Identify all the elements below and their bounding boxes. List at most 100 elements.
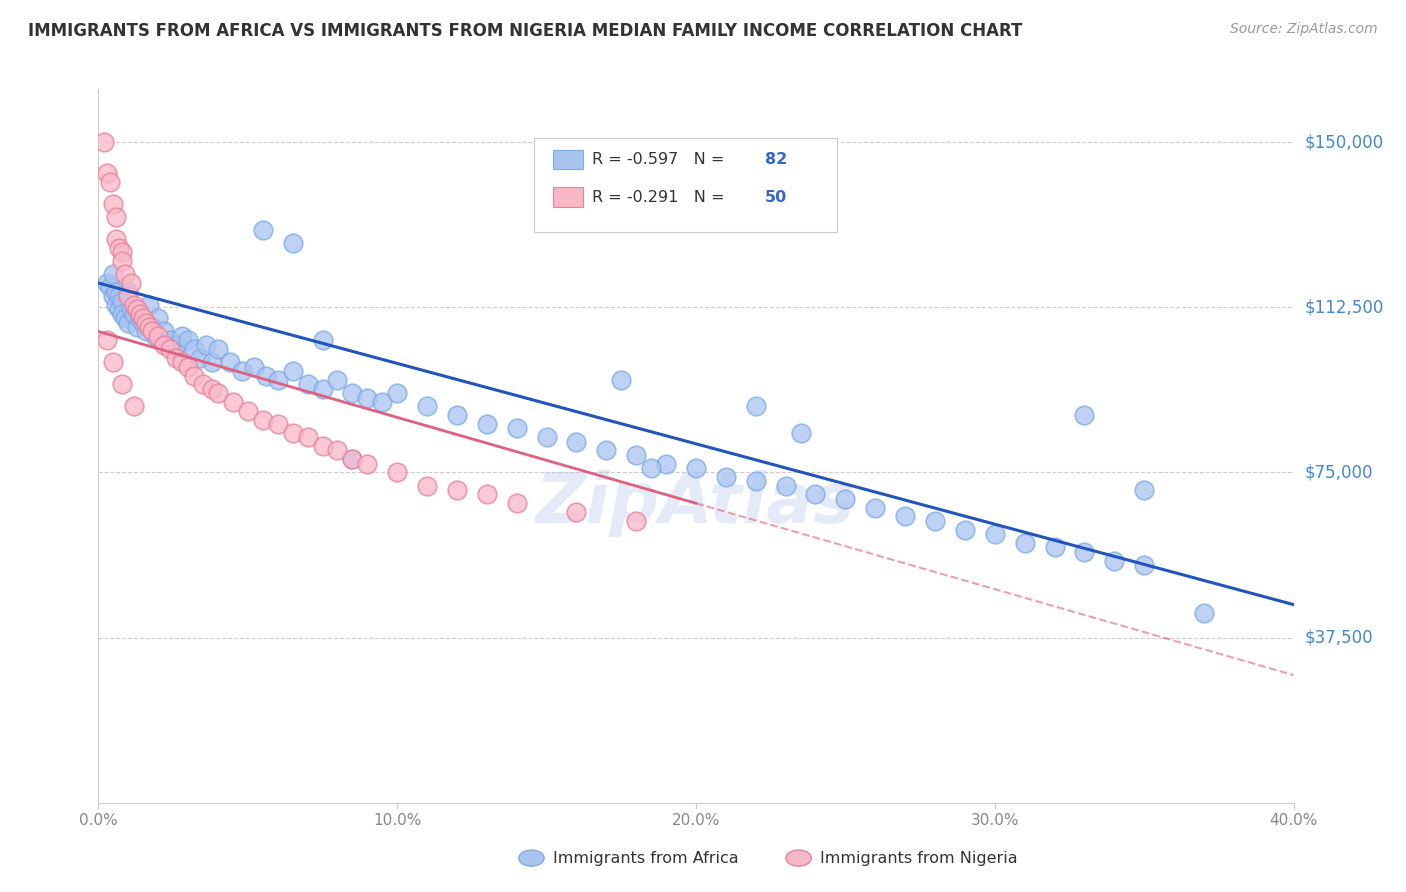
Point	[983, 527, 1005, 541]
Point	[183, 342, 205, 356]
Text: 50: 50	[765, 190, 787, 204]
Point	[506, 421, 529, 435]
Point	[124, 307, 146, 321]
Point	[624, 514, 647, 528]
Point	[475, 487, 498, 501]
Point	[165, 351, 187, 365]
Point	[243, 359, 266, 374]
Point	[565, 505, 588, 519]
Point	[127, 320, 149, 334]
Text: R = -0.291   N =: R = -0.291 N =	[592, 190, 730, 204]
Point	[111, 293, 134, 308]
Point	[385, 386, 409, 401]
Point	[172, 355, 194, 369]
Text: 82: 82	[765, 153, 787, 167]
Point	[138, 320, 160, 334]
Point	[865, 500, 887, 515]
Point	[117, 285, 139, 299]
Point	[475, 417, 498, 431]
Point	[103, 196, 125, 211]
Point	[141, 320, 163, 334]
Point	[446, 408, 468, 422]
Point	[655, 457, 678, 471]
Point	[188, 351, 211, 365]
Point	[148, 311, 170, 326]
Point	[714, 470, 737, 484]
Point	[108, 302, 131, 317]
Point	[231, 364, 253, 378]
Text: IMMIGRANTS FROM AFRICA VS IMMIGRANTS FROM NIGERIA MEDIAN FAMILY INCOME CORRELATI: IMMIGRANTS FROM AFRICA VS IMMIGRANTS FRO…	[28, 22, 1022, 40]
Point	[446, 483, 468, 497]
Point	[595, 443, 617, 458]
Point	[120, 276, 142, 290]
Point	[135, 325, 157, 339]
Point	[640, 461, 662, 475]
Point	[108, 241, 131, 255]
Point	[103, 267, 125, 281]
Point	[281, 236, 304, 251]
Point	[194, 337, 218, 351]
Point	[254, 368, 277, 383]
Point	[207, 342, 229, 356]
Point	[745, 475, 768, 489]
Point	[117, 316, 139, 330]
Point	[159, 333, 181, 347]
Point	[135, 316, 157, 330]
Point	[789, 425, 811, 440]
Point	[201, 355, 224, 369]
Point	[281, 364, 304, 378]
Point	[183, 368, 205, 383]
Point	[93, 135, 115, 149]
Point	[153, 337, 176, 351]
Point	[356, 457, 378, 471]
Point	[96, 276, 118, 290]
Point	[1133, 558, 1156, 572]
Point	[159, 342, 181, 356]
Point	[311, 382, 333, 396]
Point	[111, 307, 134, 321]
Point	[148, 329, 170, 343]
Point	[165, 337, 187, 351]
Point	[311, 439, 333, 453]
Point	[297, 430, 319, 444]
Point	[105, 210, 128, 224]
Point	[191, 377, 214, 392]
Point	[536, 430, 558, 444]
Point	[1043, 541, 1066, 555]
Text: $150,000: $150,000	[1305, 133, 1384, 151]
Point	[416, 400, 439, 414]
Text: Immigrants from Africa: Immigrants from Africa	[553, 851, 738, 865]
Point	[103, 289, 125, 303]
Point	[342, 452, 364, 467]
Point	[281, 425, 304, 440]
Point	[624, 448, 647, 462]
Point	[1104, 553, 1126, 567]
Point	[1073, 408, 1095, 422]
Point	[98, 175, 122, 189]
Point	[114, 267, 136, 281]
Point	[129, 311, 152, 326]
Point	[105, 298, 128, 312]
Point	[804, 487, 827, 501]
Point	[775, 478, 797, 492]
Text: R = -0.597   N =: R = -0.597 N =	[592, 153, 730, 167]
Point	[834, 491, 856, 506]
Text: Source: ZipAtlas.com: Source: ZipAtlas.com	[1230, 22, 1378, 37]
Point	[565, 434, 588, 449]
Point	[103, 355, 125, 369]
Text: $75,000: $75,000	[1305, 464, 1374, 482]
Point	[111, 245, 134, 260]
Point	[108, 289, 131, 303]
Text: Immigrants from Nigeria: Immigrants from Nigeria	[820, 851, 1018, 865]
Point	[371, 395, 394, 409]
Point	[138, 298, 160, 312]
Point	[127, 302, 149, 317]
Point	[1014, 536, 1036, 550]
Point	[105, 232, 128, 246]
Point	[201, 382, 224, 396]
Point	[177, 333, 200, 347]
Point	[132, 316, 155, 330]
Point	[356, 391, 378, 405]
Point	[416, 478, 439, 492]
Point	[326, 443, 349, 458]
